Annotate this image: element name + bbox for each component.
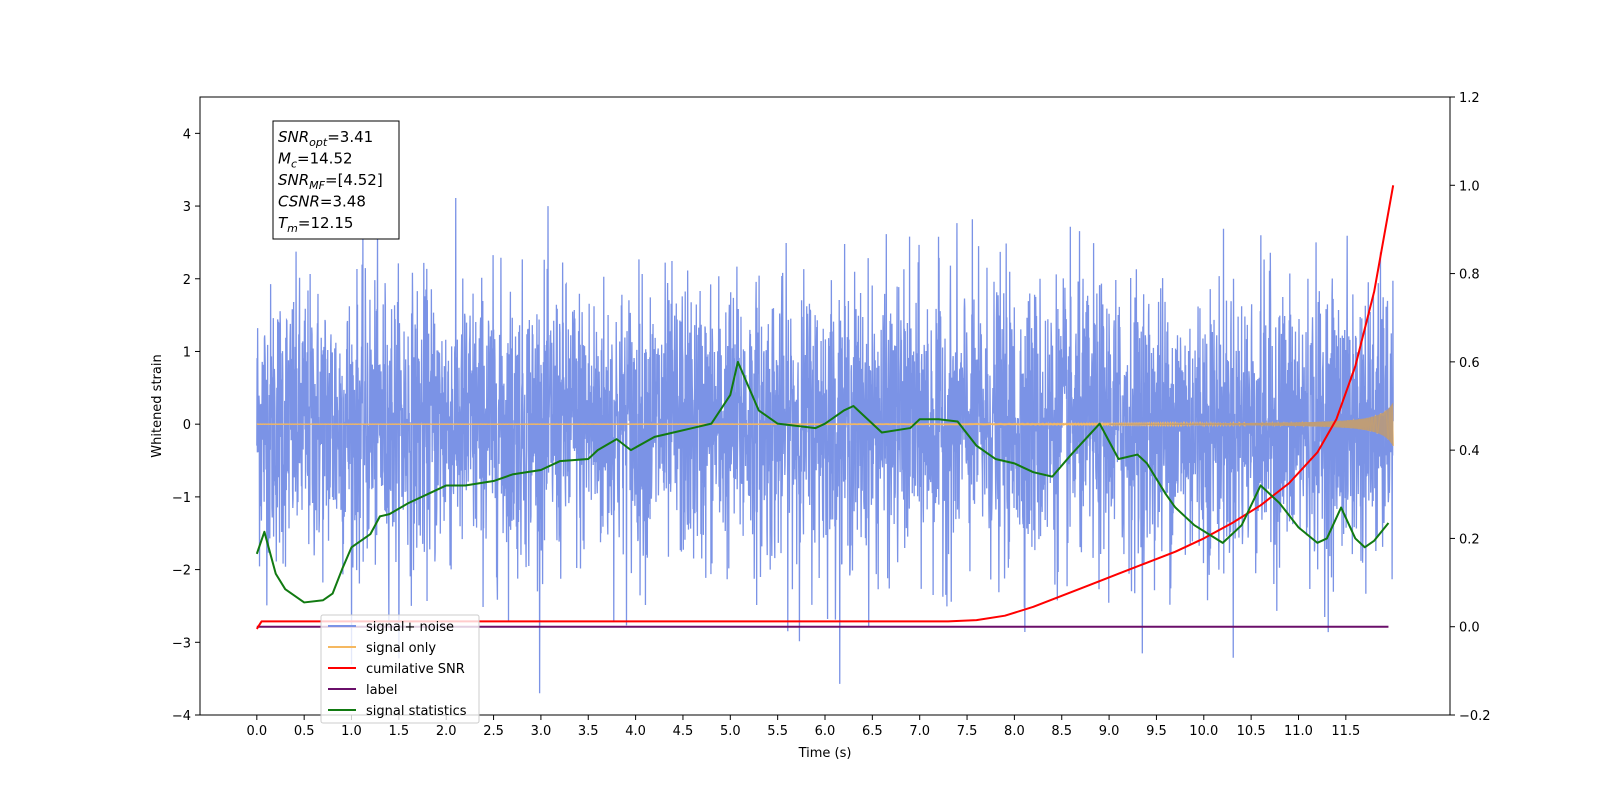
x-tick-label: 10.5 [1237,724,1266,739]
x-tick-label: 2.0 [436,724,457,739]
y2-tick-label: 0.0 [1459,621,1480,636]
series-signal-noise [256,197,1394,694]
x-tick-label: 8.5 [1051,724,1072,739]
y-tick-label: 1 [183,345,191,360]
x-tick-label: 3.5 [578,724,599,739]
x-tick-label: 7.5 [957,724,978,739]
y-tick-label: 0 [183,418,191,433]
x-tick-label: 1.5 [389,724,410,739]
y-tick-label: 4 [183,127,191,142]
x-tick-label: 5.0 [720,724,741,739]
x-tick-label: 11.5 [1331,724,1360,739]
y2-tick-label: 1.0 [1459,179,1480,194]
x-tick-label: 7.0 [909,724,930,739]
x-tick-label: 4.0 [625,724,646,739]
x-tick-label: 2.5 [483,724,504,739]
y-tick-label: −1 [172,491,191,506]
annotation-line: Tm=12.15 [278,214,353,235]
x-tick-label: 4.5 [673,724,694,739]
y-axis-ticks: −4 −3 −2 −1 0 1 2 3 4 [172,127,200,724]
legend: signal+ noise signal only cumilative SNR la… [320,614,480,724]
y2-tick-label: 0.6 [1459,356,1480,371]
x-tick-label: 6.5 [862,724,883,739]
series-cumulative-snr [255,185,1395,630]
x-tick-label: 0.0 [246,724,267,739]
y2-tick-label: −0.2 [1459,709,1491,724]
annotation-line: SNRMF=[4.52] [278,171,383,192]
series-signal-statistics [255,360,1390,604]
legend-label: signal only [366,641,436,656]
annotation-line: CSNR=3.48 [278,193,366,211]
y2-tick-label: 0.8 [1459,268,1480,283]
x-tick-label: 6.0 [815,724,836,739]
y2-tick-label: 1.2 [1459,91,1480,106]
y2-tick-label: 0.4 [1459,444,1480,459]
x-tick-label: 9.0 [1099,724,1120,739]
x-tick-label: 1.0 [341,724,362,739]
x-tick-label: 0.5 [294,724,315,739]
noise-trace [256,197,1394,694]
chirp-envelope [1109,402,1394,446]
annotation-line: Mc=14.52 [278,150,353,171]
legend-label: label [366,683,397,698]
x-tick-label: 11.0 [1284,724,1313,739]
y-tick-label: −3 [172,636,191,651]
x-axis-label: Time (s) [798,746,852,761]
y-tick-label: 3 [183,200,191,215]
legend-label: cumilative SNR [366,662,465,677]
annotation-line: SNRopt=3.41 [278,128,373,149]
x-tick-label: 8.0 [1004,724,1025,739]
y-tick-label: −4 [172,709,191,724]
x-axis-ticks: 0.0 0.5 1.0 1.5 2.0 2.5 3.0 3.5 4.0 4.5 5.0 5.5 6.0 6… [246,715,1360,739]
y-tick-label: −2 [172,564,191,579]
y-axis-label: Whitened strain [150,354,165,457]
x-tick-label: 3.0 [531,724,552,739]
legend-label: signal+ noise [366,620,454,635]
x-tick-label: 9.5 [1146,724,1167,739]
y2-tick-label: 0.2 [1459,532,1480,547]
y-tick-label: 2 [183,273,191,288]
annotation-box: SNRopt=3.41Mc=14.52SNRMF=[4.52]CSNR=3.48… [272,120,400,240]
y2-axis-ticks: −0.2 0.0 0.2 0.4 0.6 0.8 1.0 1.2 [1450,91,1491,724]
x-tick-label: 5.5 [767,724,788,739]
x-tick-label: 10.0 [1189,724,1218,739]
legend-label: signal statistics [366,704,467,719]
